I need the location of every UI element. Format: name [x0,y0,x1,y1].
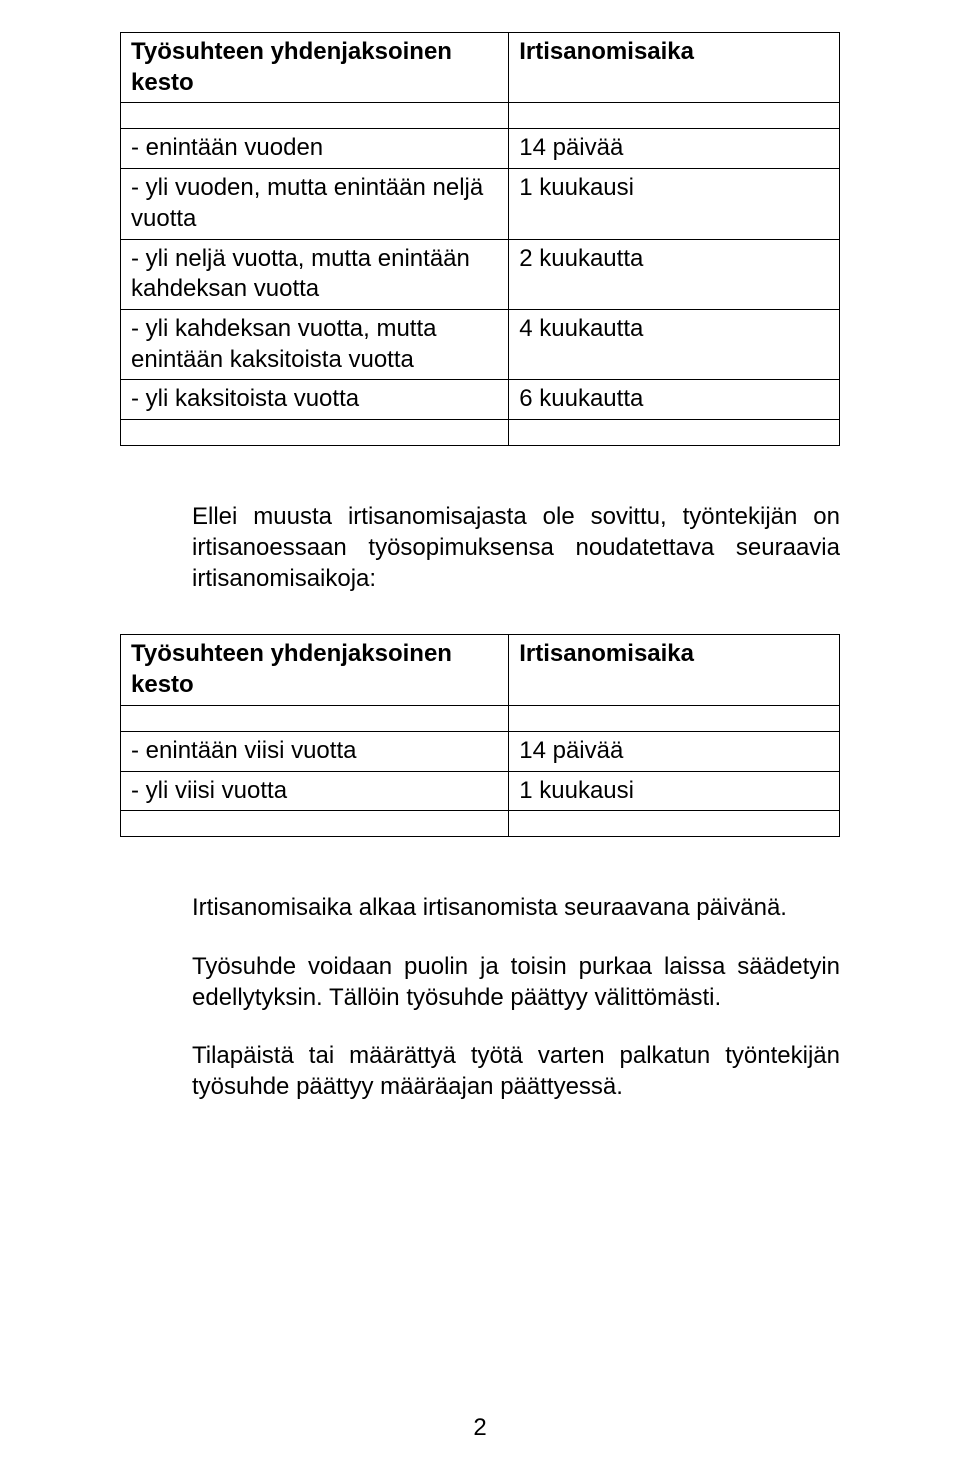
table-row: - enintään vuoden 14 päivää [121,129,840,169]
table-cell: 6 kuukautta [509,380,840,420]
table-cell [121,811,509,837]
notice-period-table-employer: Työsuhteen yhdenjaksoinen kesto Irtisano… [120,32,840,446]
table-cell [509,705,840,731]
table-cell [121,103,509,129]
table-cell [509,103,840,129]
table-cell: 1 kuukausi [509,771,840,811]
body-paragraph: Työsuhde voidaan puolin ja toisin purkaa… [192,952,840,1013]
table-cell [509,420,840,446]
table-row: Työsuhteen yhdenjaksoinen kesto Irtisano… [121,33,840,103]
table-cell: - enintään vuoden [121,129,509,169]
table-cell: - yli neljä vuotta, mutta enintään kahde… [121,239,509,309]
table-spacer-row [121,420,840,446]
table-cell: 1 kuukausi [509,169,840,239]
page-number: 2 [0,1414,960,1442]
table-cell: 2 kuukautta [509,239,840,309]
table-row: - yli kaksitoista vuotta 6 kuukautta [121,380,840,420]
table-cell: - yli kaksitoista vuotta [121,380,509,420]
table-row: - yli kahdeksan vuotta, mutta enintään k… [121,310,840,380]
table-row: - yli neljä vuotta, mutta enintään kahde… [121,239,840,309]
table-header-duration: Työsuhteen yhdenjaksoinen kesto [121,635,509,705]
body-paragraph: Tilapäistä tai määrättyä työtä varten pa… [192,1041,840,1102]
page: Työsuhteen yhdenjaksoinen kesto Irtisano… [0,0,960,1466]
table-row: - yli viisi vuotta 1 kuukausi [121,771,840,811]
notice-period-table-employee: Työsuhteen yhdenjaksoinen kesto Irtisano… [120,634,840,837]
table-spacer-row [121,705,840,731]
table-cell: 4 kuukautta [509,310,840,380]
table-spacer-row [121,811,840,837]
table-spacer-row [121,103,840,129]
table-cell [509,811,840,837]
table-cell: - yli kahdeksan vuotta, mutta enintään k… [121,310,509,380]
table-cell [121,705,509,731]
table-cell [121,420,509,446]
table-cell: 14 päivää [509,731,840,771]
body-paragraph: Irtisanomisaika alkaa irtisanomista seur… [192,893,840,924]
table-cell: 14 päivää [509,129,840,169]
table-header-notice: Irtisanomisaika [509,33,840,103]
table-cell: - yli viisi vuotta [121,771,509,811]
table-row: Työsuhteen yhdenjaksoinen kesto Irtisano… [121,635,840,705]
intro-paragraph-employee: Ellei muusta irtisanomisajasta ole sovit… [192,502,840,594]
table-header-notice: Irtisanomisaika [509,635,840,705]
table-cell: - yli vuoden, mutta enintään neljä vuott… [121,169,509,239]
table-header-duration: Työsuhteen yhdenjaksoinen kesto [121,33,509,103]
table-cell: - enintään viisi vuotta [121,731,509,771]
table-row: - yli vuoden, mutta enintään neljä vuott… [121,169,840,239]
table-row: - enintään viisi vuotta 14 päivää [121,731,840,771]
